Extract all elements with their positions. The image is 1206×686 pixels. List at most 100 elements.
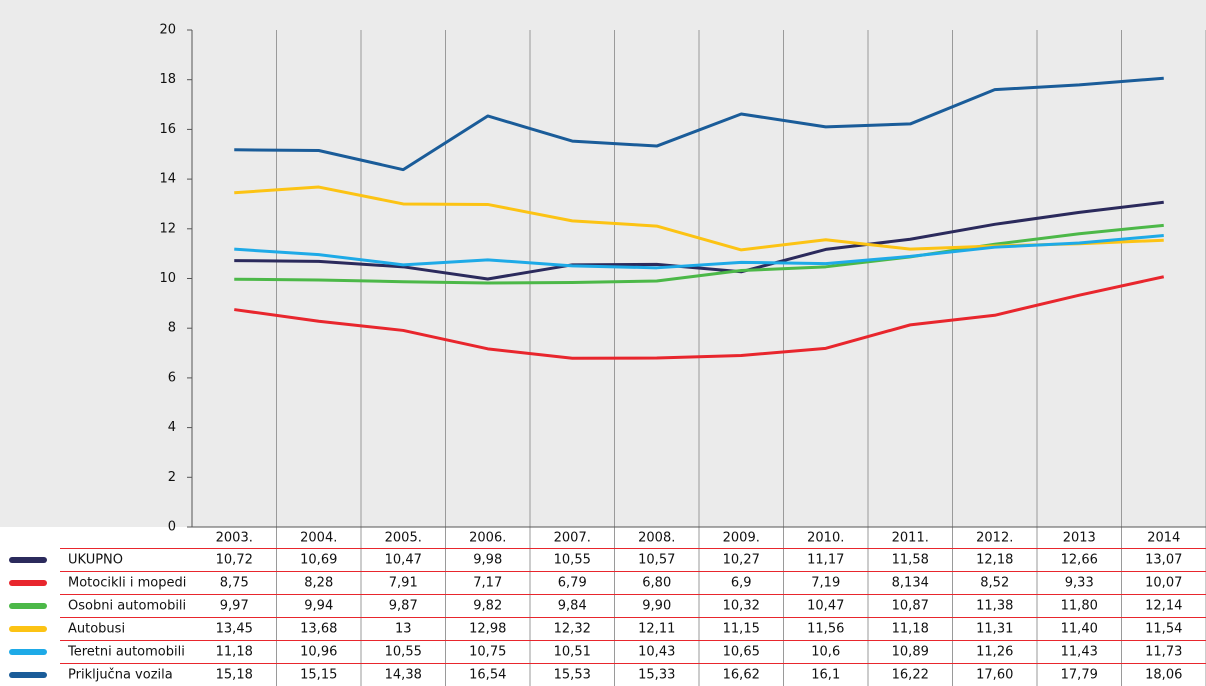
table-cell: 11,18 [216,645,253,660]
table-cell: 10,55 [554,553,591,568]
table-cell: 7,91 [389,576,418,591]
table-cell: 16,22 [892,668,929,683]
table-cell: 10,87 [892,599,929,614]
table-cell: 11,40 [1061,622,1098,637]
legend-label: UKUPNO [68,553,123,568]
y-tick-label: 14 [159,172,176,187]
legend-label: Osobni automobili [68,599,186,614]
table-cell: 12,18 [976,553,1013,568]
legend-label: Priključna vozila [68,668,173,683]
series-line [234,234,1164,270]
y-tick-label: 12 [159,221,176,236]
table-cell: 12,98 [469,622,506,637]
x-tick-label: 2004. [300,531,337,546]
table-cell: 9,33 [1065,576,1094,591]
table-cell: 12,66 [1061,553,1098,568]
table-cell: 10,72 [216,553,253,568]
table-cell: 10,6 [811,645,840,660]
y-tick-label: 4 [168,420,176,435]
table-cell: 17,79 [1061,668,1098,683]
series-line [234,76,1164,172]
table-cell: 8,28 [304,576,333,591]
table-cell: 10,07 [1145,576,1182,591]
table-cell: 10,75 [469,645,506,660]
y-tick-label: 6 [168,370,176,385]
y-tick-label: 8 [168,321,176,336]
table-cell: 6,79 [558,576,587,591]
table-cell: 15,53 [554,668,591,683]
x-tick-label: 2006. [469,531,506,546]
table-cell: 11,18 [892,622,929,637]
table-cell: 11,31 [976,622,1013,637]
x-tick-label: 2009. [723,531,760,546]
table-cell: 12,11 [638,622,675,637]
table-cell: 11,58 [892,553,929,568]
table-cell: 13,45 [216,622,253,637]
legend-label: Teretni automobili [67,645,185,660]
table-cell: 10,96 [300,645,337,660]
table-cell: 9,82 [473,599,502,614]
y-tick-label: 0 [168,520,176,535]
table-cell: 11,26 [976,645,1013,660]
table-cell: 10,43 [638,645,675,660]
x-tick-label: 2014 [1147,531,1180,546]
x-tick-label: 2008. [638,531,675,546]
table-cell: 9,98 [473,553,502,568]
table-cell: 10,51 [554,645,591,660]
table-cell: 13,68 [300,622,337,637]
table-cell: 15,18 [216,668,253,683]
table-cell: 11,80 [1061,599,1098,614]
table-cell: 6,9 [731,576,752,591]
table-cell: 9,84 [558,599,587,614]
table-cell: 11,15 [723,622,760,637]
table-cell: 9,97 [220,599,249,614]
table-cell: 17,60 [976,668,1013,683]
table-cell: 11,38 [976,599,1013,614]
table-cell: 10,57 [638,553,675,568]
y-tick-label: 2 [168,470,176,485]
table-cell: 12,32 [554,622,591,637]
table-cell: 13,07 [1145,553,1182,568]
table-cell: 10,65 [723,645,760,660]
table-cell: 7,19 [811,576,840,591]
table-cell: 18,06 [1145,668,1182,683]
table-cell: 14,38 [385,668,422,683]
table-cell: 16,62 [723,668,760,683]
x-tick-label: 2010. [807,531,844,546]
legend-label: Motocikli i mopedi [68,576,186,591]
y-tick-label: 10 [159,271,176,286]
table-cell: 10,55 [385,645,422,660]
y-tick-label: 16 [159,122,176,137]
table-cell: 8,52 [980,576,1009,591]
table-cell: 15,15 [300,668,337,683]
table-cell: 9,90 [642,599,671,614]
table-cell: 10,47 [385,553,422,568]
x-tick-label: 2003. [216,531,253,546]
table-cell: 10,69 [300,553,337,568]
table-cell: 9,87 [389,599,418,614]
table-cell: 8,75 [220,576,249,591]
table-cell: 15,33 [638,668,675,683]
legend-label: Autobusi [68,622,125,637]
table-cell: 11,43 [1061,645,1098,660]
table-cell: 7,17 [473,576,502,591]
x-tick-label: 2011. [892,531,929,546]
table-cell: 16,54 [469,668,506,683]
y-tick-label: 20 [159,23,176,38]
table-cell: 13 [395,622,412,637]
table-cell: 16,1 [811,668,840,683]
table-cell: 6,80 [642,576,671,591]
table-cell: 10,47 [807,599,844,614]
table-cell: 10,27 [723,553,760,568]
x-tick-label: 2012. [976,531,1013,546]
x-tick-label: 2007. [554,531,591,546]
series-line [234,200,1164,281]
x-tick-label: 2005. [385,531,422,546]
table-cell: 9,94 [304,599,333,614]
table-cell: 12,14 [1145,599,1182,614]
y-tick-label: 18 [159,72,176,87]
table-cell: 11,56 [807,622,844,637]
x-tick-label: 2013 [1063,531,1096,546]
series-line [234,275,1165,360]
